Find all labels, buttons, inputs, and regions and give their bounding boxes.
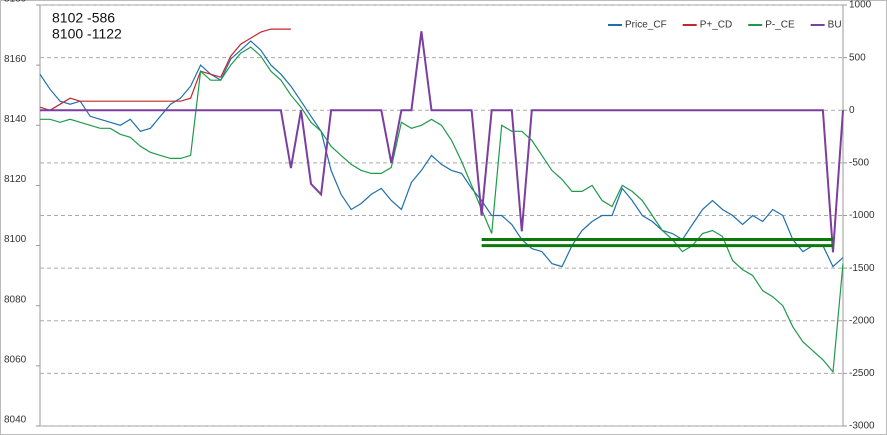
annotation: 8100 -1122 — [52, 26, 122, 42]
y-tick-label: 8080 — [4, 294, 27, 305]
y-tick-label: 8140 — [4, 114, 27, 125]
y2-tick-label: 500 — [849, 52, 866, 63]
series-line — [40, 31, 844, 253]
annotation: 8102 -586 — [52, 10, 115, 26]
y-tick-label: 8160 — [4, 54, 27, 65]
y-tick-label: 8100 — [4, 234, 27, 245]
y2-tick-label: 1000 — [849, 0, 872, 11]
y2-tick-label: -2500 — [849, 368, 875, 379]
y2-tick-label: -2000 — [849, 315, 875, 326]
y2-tick-label: -1500 — [849, 263, 875, 274]
series-line — [39, 40, 844, 268]
legend-label: P-_CE — [765, 20, 795, 31]
legend-label: BU — [828, 20, 842, 31]
y-tick-label: 8180 — [4, 0, 27, 5]
y2-tick-label: -1000 — [849, 210, 875, 221]
y-tick-label: 8040 — [4, 415, 27, 426]
legend-label: P+_CD — [700, 20, 733, 31]
series-line — [39, 28, 291, 111]
y2-tick-label: -3000 — [849, 421, 875, 432]
y2-tick-label: 0 — [849, 105, 855, 116]
y-tick-label: 8120 — [4, 174, 27, 185]
y-tick-label: 8060 — [4, 354, 27, 365]
y2-tick-label: -500 — [849, 158, 869, 169]
legend-label: Price_CF — [625, 20, 667, 31]
series-line — [40, 46, 844, 374]
